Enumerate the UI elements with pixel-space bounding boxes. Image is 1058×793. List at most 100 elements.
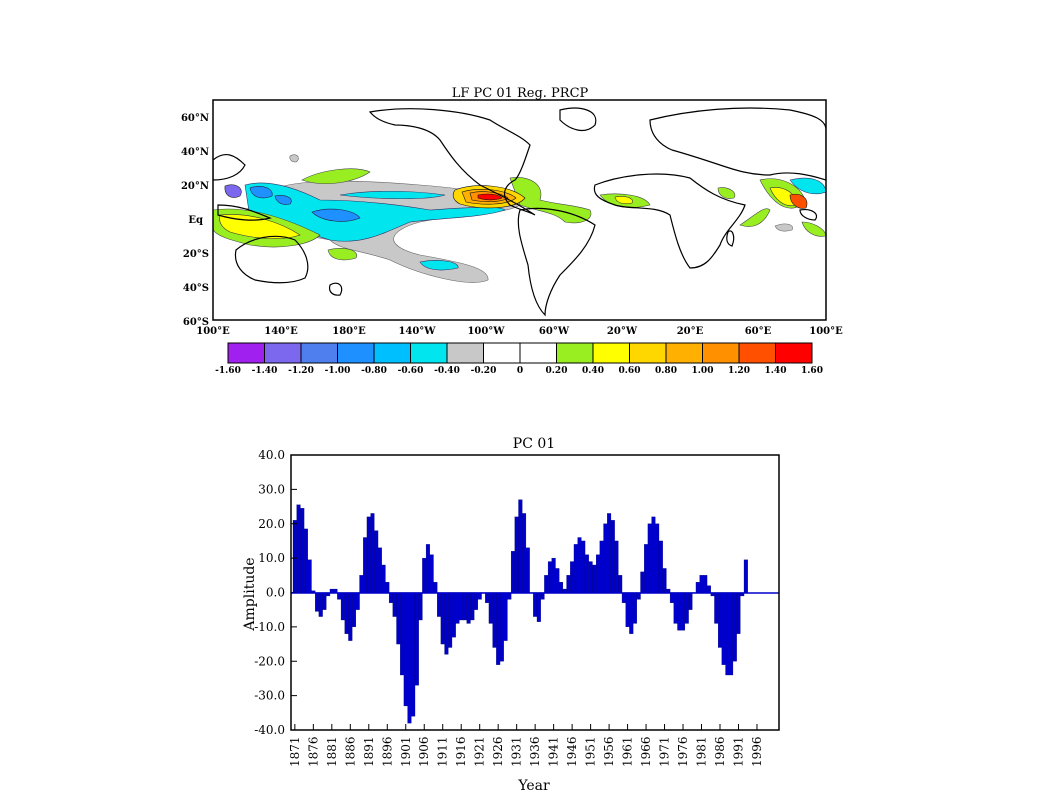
coastlines [213,107,826,317]
x-tick-label: 1931 [510,736,524,767]
positive-yellow-region [219,187,796,239]
x-tick-label: 1966 [639,736,653,767]
bar [566,575,571,593]
bar [718,592,722,648]
bar [407,592,412,724]
bar [322,592,327,610]
bar [462,592,467,621]
bar [318,592,323,617]
bar [474,592,478,610]
y-tick-label: 40.0 [258,448,285,462]
bar [444,592,449,655]
lon-label: 180°E [332,326,366,337]
colorbar-label: 0.80 [655,366,677,376]
bar [303,528,308,593]
bar [699,575,704,593]
bar [292,520,297,593]
lon-label: 100°W [467,326,505,337]
lon-label: 140°E [264,326,298,337]
x-tick-label: 1871 [288,736,302,767]
bar [411,592,416,717]
bar [559,582,564,593]
bar [551,557,556,593]
y-tick-label: -10.0 [254,620,285,634]
bar [366,516,371,593]
lat-label: 40°S [183,283,209,294]
x-tick-label: 1941 [547,736,561,767]
bar [632,592,637,624]
bar [425,544,430,593]
negative-blue-region [249,186,361,222]
y-tick-label: -20.0 [254,654,285,668]
bar [677,592,682,631]
bar [736,592,741,634]
bar [348,592,353,641]
bar [673,592,678,624]
bar [414,592,419,686]
bar [732,592,737,662]
lon-label: 20°E [677,326,704,337]
lon-label: 20°W [607,326,638,337]
bar [547,561,552,593]
bar [388,592,393,603]
bar [300,508,305,593]
colorbar-label: -1.60 [215,366,241,376]
y-tick-label: 30.0 [258,482,285,496]
bar [492,592,497,648]
x-tick-label: 1906 [417,736,431,767]
bar [496,592,501,665]
lat-label: 20°N [181,181,209,192]
bar [725,592,730,676]
colorbar-label: -0.60 [398,366,424,376]
x-tick-label: 1946 [565,736,579,767]
map-title: LF PC 01 Reg. PRCP [452,86,589,101]
bar [355,592,360,610]
bar [729,592,734,676]
bar [695,582,700,593]
bar [614,540,619,593]
bar [544,575,549,593]
bar [359,575,364,593]
bar [684,592,689,624]
bar [681,592,686,631]
bar [510,551,515,593]
x-tick-labels: 1871 1876 1881 1886 1891 1896 1901 1906 1911 1916… [288,724,764,767]
bar [433,582,438,593]
bar [588,561,593,593]
bar [451,592,456,638]
x-tick-label: 1901 [399,736,413,767]
bar [555,568,560,593]
x-tick-label: 1971 [658,736,672,767]
bar [655,523,660,593]
lon-label: 60°W [539,326,570,337]
x-tick-label: 1986 [713,736,727,767]
y-tick-label: 20.0 [258,517,285,531]
negative-cyan-region [244,177,826,271]
bar [296,504,301,593]
bar [525,547,530,593]
map-lat-labels: 60°N 40°N 20°N Eq 20°S 40°S 60°S [181,113,209,328]
colorbar-label: 1.20 [728,366,750,376]
y-tick-label: -30.0 [254,689,285,703]
bar [703,575,708,593]
bar [429,554,434,593]
bar [352,592,356,628]
bar [658,540,663,593]
bar [363,537,368,593]
bar [514,516,519,593]
bar [603,523,608,593]
x-tick-label: 1981 [695,736,709,767]
bar [422,557,427,593]
map-frame [212,99,827,321]
lon-label: 60°E [745,326,772,337]
bar [311,590,316,593]
bar [570,561,575,593]
bar [440,592,445,645]
bar [621,592,626,603]
bar [743,559,748,593]
x-tick-label: 1976 [676,736,690,767]
y-tick-label: 10.0 [258,551,285,565]
bar [599,540,604,593]
colorbar-label: -0.80 [361,366,387,376]
